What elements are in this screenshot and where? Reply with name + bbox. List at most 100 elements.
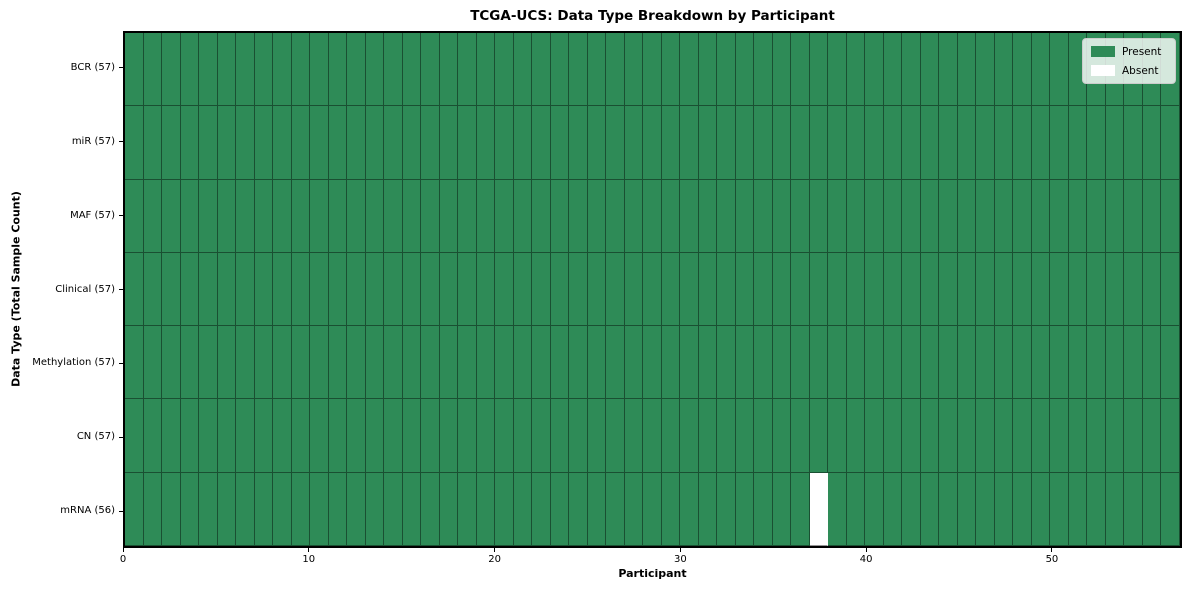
- heatmap-cell: [1068, 179, 1088, 253]
- heatmap-cell: [587, 179, 607, 253]
- heatmap-cell: [199, 326, 218, 400]
- heatmap-cell: [939, 399, 958, 473]
- heatmap-cell: [698, 399, 718, 473]
- heatmap-cell: [698, 472, 718, 546]
- heatmap-cell: [587, 106, 607, 180]
- heatmap-cell: [680, 33, 699, 107]
- heatmap-cell: [957, 472, 977, 546]
- heatmap-cell: [606, 179, 625, 253]
- heatmap-cell: [809, 252, 829, 327]
- heatmap-cell: [1124, 472, 1143, 546]
- heatmap-cell: [347, 326, 366, 400]
- heatmap-cell: [365, 326, 385, 400]
- heatmap-cell: [809, 33, 829, 107]
- heatmap-cell: [1161, 252, 1180, 327]
- heatmap-cell: [439, 399, 459, 473]
- heatmap-cell: [606, 106, 625, 180]
- heatmap-cell: [791, 472, 810, 546]
- heatmap-cell: [902, 399, 921, 473]
- y-tick-mark: [119, 289, 123, 290]
- heatmap-cell: [772, 106, 792, 180]
- heatmap-cell: [495, 472, 514, 546]
- heatmap-cell: [791, 106, 810, 180]
- heatmap-cell: [1031, 33, 1051, 107]
- heatmap-cell: [624, 472, 644, 546]
- heatmap-cell: [828, 252, 847, 327]
- heatmap-cell: [217, 472, 237, 546]
- heatmap-cell: [236, 252, 255, 327]
- legend-label: Absent: [1122, 64, 1159, 77]
- heatmap-cell: [402, 326, 422, 400]
- heatmap-cell: [421, 179, 440, 253]
- heatmap-cell: [1050, 472, 1069, 546]
- x-tick-mark: [865, 548, 867, 552]
- heatmap-cell: [569, 106, 588, 180]
- heatmap-cell: [976, 179, 995, 253]
- heatmap-cell: [976, 326, 995, 400]
- heatmap-cell: [143, 326, 163, 400]
- heatmap-cell: [624, 252, 644, 327]
- heatmap-cell: [791, 33, 810, 107]
- heatmap-cell: [865, 179, 884, 253]
- heatmap-cell: [902, 106, 921, 180]
- heatmap-cell: [143, 472, 163, 546]
- heatmap-cell: [717, 252, 736, 327]
- heatmap-cell: [328, 106, 348, 180]
- heatmap-cell: [236, 472, 255, 546]
- heatmap-cell: [624, 33, 644, 107]
- heatmap-cell: [735, 326, 755, 400]
- heatmap-cell: [606, 399, 625, 473]
- legend-item-absent: Absent: [1091, 63, 1167, 78]
- heatmap-cell: [254, 252, 274, 327]
- heatmap-cell: [698, 106, 718, 180]
- heatmap-cell: [791, 326, 810, 400]
- heatmap-cell: [310, 399, 329, 473]
- heatmap-cell: [920, 326, 940, 400]
- heatmap-cell: [476, 106, 496, 180]
- heatmap-cell: [384, 326, 403, 400]
- heatmap-cell: [458, 399, 477, 473]
- heatmap-cell: [328, 399, 348, 473]
- heatmap-cell: [791, 179, 810, 253]
- x-tick-mark: [494, 548, 496, 552]
- legend-label: Present: [1122, 45, 1162, 58]
- heatmap-cell: [458, 179, 477, 253]
- y-tick-mark: [119, 436, 123, 438]
- heatmap-cell: [865, 326, 884, 400]
- heatmap-cell: [587, 252, 607, 327]
- heatmap-cell: [1068, 326, 1088, 400]
- heatmap-cell: [920, 252, 940, 327]
- heatmap-cell: [791, 252, 810, 327]
- heatmap-cell: [384, 399, 403, 473]
- heatmap-cell: [643, 252, 662, 327]
- heatmap-cell: [550, 106, 570, 180]
- heatmap-cell: [384, 106, 403, 180]
- heatmap-cell: [976, 33, 995, 107]
- heatmap-cell: [939, 252, 958, 327]
- heatmap-cell: [1031, 252, 1051, 327]
- heatmap-cell: [939, 33, 958, 107]
- heatmap-cell: [1050, 326, 1069, 400]
- heatmap-cell: [328, 472, 348, 546]
- heatmap-cell: [717, 33, 736, 107]
- heatmap-cell: [439, 252, 459, 327]
- heatmap-cell: [865, 106, 884, 180]
- heatmap-cell: [365, 472, 385, 546]
- y-tick-label: mRNA (56): [60, 505, 115, 517]
- heatmap-cell: [384, 179, 403, 253]
- heatmap-cell: [180, 106, 200, 180]
- heatmap-cell: [1105, 472, 1125, 546]
- heatmap-cell: [1068, 399, 1088, 473]
- heatmap-cell: [273, 33, 292, 107]
- heatmap-cell: [458, 252, 477, 327]
- heatmap-cell: [1087, 399, 1106, 473]
- heatmap-cell: [994, 399, 1014, 473]
- heatmap-cell: [624, 399, 644, 473]
- heatmap-cell: [217, 326, 237, 400]
- heatmap-cell: [495, 179, 514, 253]
- heatmap-cell: [661, 326, 681, 400]
- heatmap-cell: [846, 179, 866, 253]
- heatmap-cell: [1013, 326, 1032, 400]
- heatmap-cell: [476, 472, 496, 546]
- heatmap-cell: [809, 179, 829, 253]
